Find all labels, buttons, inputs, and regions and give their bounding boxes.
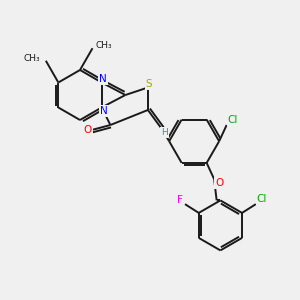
Text: N: N xyxy=(100,106,108,116)
Text: CH₃: CH₃ xyxy=(95,41,112,50)
Text: Cl: Cl xyxy=(257,194,267,204)
Text: O: O xyxy=(215,178,223,188)
Text: Cl: Cl xyxy=(228,115,238,125)
Text: N: N xyxy=(99,74,107,84)
Text: S: S xyxy=(146,79,152,89)
Text: O: O xyxy=(84,125,92,135)
Text: H: H xyxy=(161,128,167,137)
Text: CH₃: CH₃ xyxy=(24,54,40,63)
Text: F: F xyxy=(177,195,183,206)
